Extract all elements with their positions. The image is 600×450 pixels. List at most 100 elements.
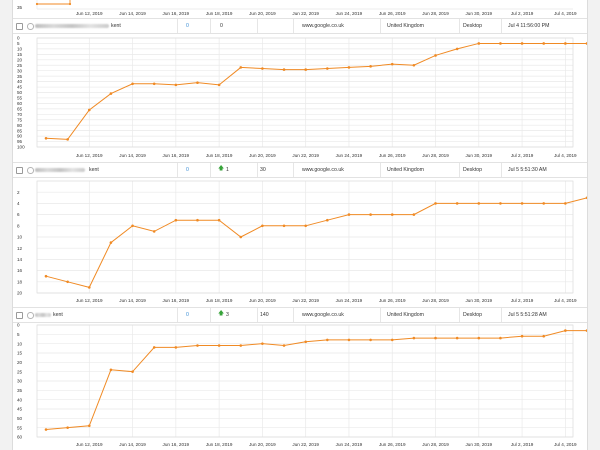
data-point[interactable]	[174, 218, 178, 222]
x-tick-label: Jun 16, 2019	[163, 11, 190, 16]
data-point[interactable]	[44, 136, 48, 140]
data-point[interactable]	[131, 224, 134, 228]
y-tick-label: 55	[17, 425, 23, 430]
data-point[interactable]	[131, 370, 134, 373]
data-point[interactable]	[455, 336, 459, 340]
rank-count[interactable]: 0	[186, 22, 189, 29]
data-point[interactable]	[520, 42, 524, 45]
data-point[interactable]	[347, 213, 351, 216]
data-point[interactable]	[564, 202, 567, 205]
data-point[interactable]	[477, 42, 481, 45]
data-point[interactable]	[499, 202, 502, 205]
device: Desktop	[463, 22, 483, 29]
data-point[interactable]	[499, 336, 502, 340]
data-point[interactable]	[282, 344, 286, 347]
data-point[interactable]	[326, 67, 329, 70]
data-point[interactable]	[412, 63, 416, 67]
data-point[interactable]	[369, 213, 372, 216]
data-point[interactable]	[239, 66, 243, 69]
data-point[interactable]	[87, 424, 91, 428]
data-point[interactable]	[217, 218, 221, 222]
data-point[interactable]	[131, 82, 134, 86]
data-point[interactable]	[369, 65, 372, 68]
row-checkbox[interactable]	[16, 167, 23, 174]
data-point[interactable]	[542, 202, 546, 205]
rank-count[interactable]: 0	[186, 166, 189, 173]
data-point[interactable]	[369, 338, 372, 342]
keyword-row[interactable]: kent 0 0 www.google.co.uk United Kingdom…	[13, 18, 587, 34]
data-point[interactable]	[87, 108, 91, 112]
data-point[interactable]	[87, 286, 91, 289]
data-point[interactable]	[261, 224, 264, 228]
data-point[interactable]	[239, 344, 243, 347]
keyword-row[interactable]: kent 0 🡅 3 140 www.google.co.uk United K…	[13, 307, 587, 323]
keyword-suffix[interactable]: kent	[89, 166, 99, 173]
data-point[interactable]	[109, 241, 113, 244]
data-point[interactable]	[347, 338, 351, 342]
data-point[interactable]	[390, 62, 394, 66]
data-point[interactable]	[477, 336, 481, 340]
data-point[interactable]	[152, 82, 156, 86]
data-point[interactable]	[326, 338, 329, 342]
data-point[interactable]	[542, 42, 546, 45]
data-point[interactable]	[347, 66, 351, 69]
data-point[interactable]	[66, 280, 69, 284]
data-point[interactable]	[412, 213, 416, 216]
data-point[interactable]	[434, 336, 437, 340]
data-point[interactable]	[282, 68, 286, 71]
row-checkbox[interactable]	[16, 312, 23, 319]
data-point[interactable]	[261, 67, 264, 70]
ranking-chart: Jun 12, 2019 Jun 14, 2019 Jun 16, 2019 Jun …	[13, 322, 587, 450]
data-point[interactable]	[217, 83, 221, 87]
data-point[interactable]	[152, 230, 156, 233]
data-point[interactable]	[152, 346, 156, 349]
data-point[interactable]	[564, 329, 567, 332]
data-point[interactable]	[261, 342, 264, 345]
data-point[interactable]	[326, 218, 329, 222]
data-point[interactable]	[304, 68, 307, 71]
data-point[interactable]	[44, 274, 48, 278]
row-radio[interactable]	[27, 167, 34, 174]
data-point[interactable]	[390, 213, 394, 216]
data-point[interactable]	[585, 42, 587, 45]
data-point[interactable]	[390, 338, 394, 342]
data-point[interactable]	[239, 235, 243, 239]
data-point[interactable]	[196, 81, 199, 84]
data-point[interactable]	[455, 47, 459, 51]
x-tick-label: Jun 26, 2019	[379, 153, 406, 158]
keyword-suffix[interactable]: kent	[53, 311, 63, 318]
data-point[interactable]	[196, 218, 199, 222]
keyword-row[interactable]: kent 0 🡅 1 30 www.google.co.uk United Ki…	[13, 162, 587, 178]
data-point[interactable]	[304, 340, 307, 344]
data-point[interactable]	[477, 202, 481, 205]
row-radio[interactable]	[27, 23, 34, 30]
data-point[interactable]	[196, 344, 199, 347]
data-point[interactable]	[282, 224, 286, 228]
data-point[interactable]	[174, 346, 178, 349]
data-point[interactable]	[66, 138, 69, 141]
data-point[interactable]	[564, 42, 567, 45]
data-point[interactable]	[304, 224, 307, 228]
keyword-suffix[interactable]: kent	[111, 22, 121, 29]
x-tick-label: Jun 12, 2019	[76, 442, 103, 447]
data-point[interactable]	[434, 202, 437, 205]
row-checkbox[interactable]	[16, 23, 23, 30]
data-point[interactable]	[542, 334, 546, 338]
data-point[interactable]	[520, 202, 524, 205]
data-point[interactable]	[434, 54, 437, 57]
data-point[interactable]	[109, 368, 113, 372]
data-point[interactable]	[174, 83, 178, 87]
row-radio[interactable]	[27, 312, 34, 319]
search-engine: www.google.co.uk	[302, 166, 344, 173]
data-point[interactable]	[585, 196, 587, 200]
data-point[interactable]	[217, 344, 221, 347]
data-point[interactable]	[412, 336, 416, 340]
data-point[interactable]	[520, 334, 524, 338]
data-point[interactable]	[455, 202, 459, 205]
data-point[interactable]	[109, 92, 113, 95]
rank-count[interactable]: 0	[186, 311, 189, 318]
data-point[interactable]	[66, 426, 69, 429]
data-point[interactable]	[44, 428, 48, 431]
data-point[interactable]	[499, 42, 502, 45]
data-point[interactable]	[585, 329, 587, 332]
